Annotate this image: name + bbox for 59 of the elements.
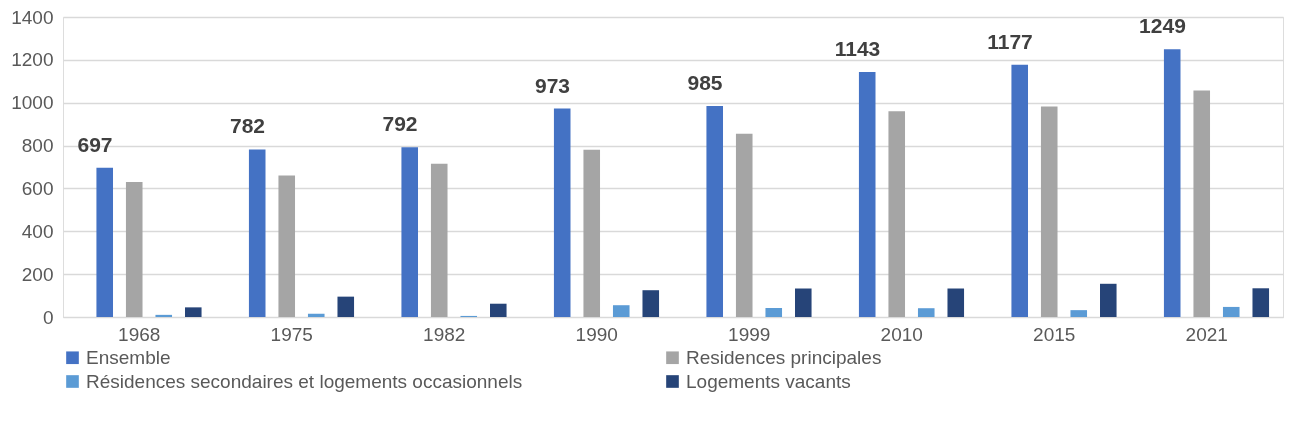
bar [735,133,753,317]
x-tick-label: 1975 [270,323,313,345]
bar [1193,90,1211,317]
bar [125,182,143,317]
bar [1011,64,1028,317]
data-label: 1143 [834,37,881,61]
bar [888,111,906,317]
x-tick-label: 2021 [1185,323,1228,345]
bar [1222,306,1240,317]
bar [765,308,783,317]
data-label: 792 [382,112,418,136]
bar [794,288,812,317]
bar [583,149,601,317]
y-tick-label: 200 [21,263,54,285]
legend-label: Residences principales [686,346,882,368]
legend-label: Ensemble [86,346,171,368]
data-label: 973 [534,73,570,97]
bar [307,313,325,317]
bar [401,147,418,317]
y-tick-label: 600 [21,177,54,199]
x-tick-label: 2010 [880,323,923,345]
bar [642,290,660,317]
bar [155,314,173,317]
legend-label: Résidences secondaires et logements occasionnels [86,370,523,392]
y-tick-label: 400 [21,220,54,242]
bar [337,296,355,317]
x-tick-label: 1990 [575,323,618,345]
bar [947,288,965,317]
y-tick-label: 0 [42,306,54,328]
data-label: 697 [77,132,113,156]
bar [706,105,723,317]
bar [1252,288,1270,317]
y-tick-label: 1200 [11,49,54,71]
data-label: 1177 [987,29,1033,53]
bar [489,303,507,317]
bar [278,175,296,317]
bar [184,307,202,317]
bar [1099,283,1117,317]
data-label: 782 [229,114,265,138]
y-tick-label: 800 [21,135,54,157]
x-tick-label: 1999 [728,323,771,345]
x-tick-label: 1968 [118,323,161,345]
y-tick-label: 1000 [11,92,54,114]
bar [248,149,266,317]
bar [553,108,571,317]
y-tick-label: 1400 [11,6,54,28]
bar [612,305,630,317]
bar [96,167,113,317]
x-tick-label: 2015 [1033,323,1076,345]
data-label: 1249 [1139,14,1186,38]
bar [430,163,448,317]
data-label: 985 [687,70,723,94]
bar [1040,106,1058,317]
bar [1163,49,1181,317]
bar [858,72,876,317]
bar [917,308,935,317]
bar [1070,310,1088,317]
x-tick-label: 1982 [423,323,466,345]
legend-label: Logements vacants [686,370,851,392]
